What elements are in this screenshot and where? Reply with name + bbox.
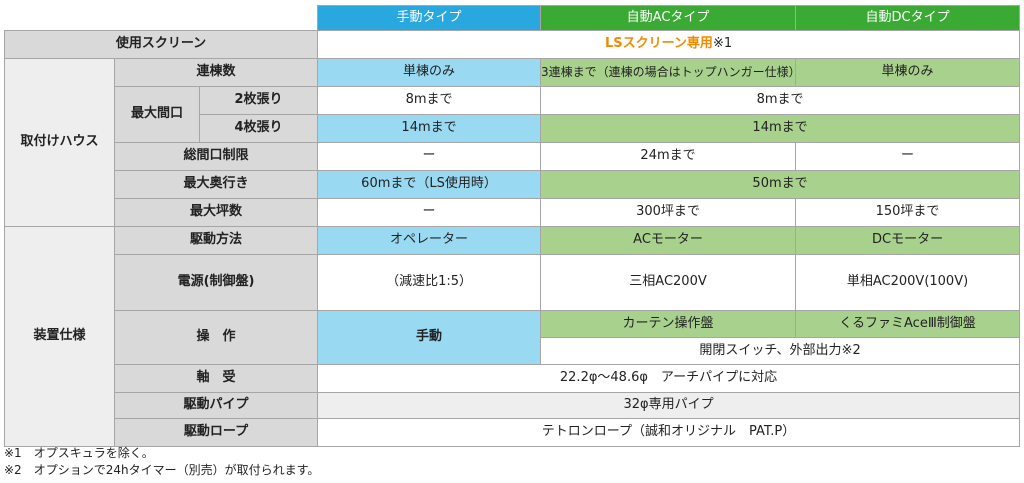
max-depth-label: 最大奥行き <box>113 170 319 199</box>
power-row: 電源(制御盤) （減速比1:5） 三相AC200V 単相AC200V(100V) <box>5 254 1021 311</box>
total-width-label: 総間口制限 <box>113 142 319 171</box>
max-area-manual: ー <box>317 198 542 227</box>
screen-value: LSスクリーン専用※1 <box>317 30 1021 59</box>
screen-label: 使用スクリーン <box>3 30 319 59</box>
total-width-ac: 24mまで <box>540 142 797 171</box>
max-width-two-manual: 8mまで <box>317 86 542 115</box>
max-area-dc: 150坪まで <box>795 198 1021 227</box>
span-count-dc: 単棟のみ <box>795 58 1021 87</box>
footnotes: ※1 オプスキュラを除く。 ※2 オプションで24hタイマー（別売）が取付られま… <box>4 445 319 479</box>
total-width-dc: ー <box>795 142 1021 171</box>
max-width-four-auto: 14mまで <box>540 114 1021 143</box>
operation-label: 操 作 <box>113 310 319 365</box>
header-row: 手動タイプ 自動ACタイプ 自動DCタイプ <box>4 5 1021 31</box>
total-width-row: 総間口制限 ー 24mまで ー <box>5 142 1021 171</box>
max-width-four-label: 4枚張り <box>198 114 319 143</box>
drive-method-manual: オペレーター <box>317 226 542 255</box>
span-count-label: 連棟数 <box>113 58 319 87</box>
drive-method-dc: DCモーター <box>795 226 1021 255</box>
operation-common-row: 開閉スイッチ、外部出力※2 <box>5 337 1021 365</box>
screen-row: 使用スクリーン LSスクリーン専用※1 <box>3 30 1021 59</box>
house-group-label: 取付けハウス <box>4 58 115 227</box>
drive-rope-label: 駆動ロープ <box>113 418 319 447</box>
span-count-manual: 単棟のみ <box>317 58 542 87</box>
header-auto-ac-type: 自動ACタイプ <box>540 5 797 31</box>
screen-value-highlight: LSスクリーン専用 <box>604 36 713 52</box>
header-manual-type: 手動タイプ <box>317 5 542 31</box>
max-width-two-auto: 8mまで <box>540 86 1021 115</box>
drive-pipe-label: 駆動パイプ <box>113 392 319 419</box>
bearing-row: 軸 受 22.2φ～48.6φ アーチパイプに対応 <box>5 364 1021 393</box>
power-dc: 単相AC200V(100V) <box>795 254 1021 311</box>
bearing-label: 軸 受 <box>113 364 319 393</box>
power-ac: 三相AC200V <box>540 254 797 311</box>
operation-dc: くるファミAceⅢ制御盤 <box>795 310 1021 338</box>
bearing-value: 22.2φ～48.6φ アーチパイプに対応 <box>317 364 1021 393</box>
max-depth-manual: 60mまで（LS使用時） <box>317 170 542 199</box>
operation-auto-common: 開閉スイッチ、外部出力※2 <box>540 337 1021 365</box>
operation-manual: 手動 <box>317 310 542 365</box>
span-count-ac: 3連棟まで（連棟の場合はトップハンガー仕様） <box>540 58 797 87</box>
span-count-row: 取付けハウス 連棟数 単棟のみ 3連棟まで（連棟の場合はトップハンガー仕様） 単… <box>4 58 1021 227</box>
total-width-manual: ー <box>317 142 542 171</box>
power-label: 電源(制御盤) <box>113 254 319 311</box>
max-area-label: 最大坪数 <box>113 198 319 227</box>
drive-method-row: 装置仕様 駆動方法 オペレーター ACモーター DCモーター <box>4 226 1021 447</box>
max-width-four-manual: 14mまで <box>317 114 542 143</box>
screen-value-note: ※1 <box>712 36 733 52</box>
device-group-label: 装置仕様 <box>4 226 115 447</box>
drive-method-label: 駆動方法 <box>113 226 319 255</box>
drive-pipe-row: 駆動パイプ 32φ専用パイプ <box>5 392 1021 419</box>
footnote-2: ※2 オプションで24hタイマー（別売）が取付られます。 <box>4 463 320 477</box>
drive-method-ac: ACモーター <box>540 226 797 255</box>
max-width-two-label: 2枚張り <box>198 86 319 115</box>
operation-row: 操 作 手動 カーテン操作盤 くるファミAceⅢ制御盤 <box>5 310 1021 365</box>
max-area-row: 最大坪数 ー 300坪まで 150坪まで <box>5 198 1021 227</box>
header-blank <box>4 5 318 31</box>
drive-rope-value: テトロンロープ（誠和オリジナル PAT.P） <box>317 418 1021 447</box>
footnote-1: ※1 オプスキュラを除く。 <box>4 446 154 460</box>
drive-rope-row: 駆動ロープ テトロンロープ（誠和オリジナル PAT.P） <box>5 418 1021 447</box>
max-depth-row: 最大奥行き 60mまで（LS使用時） 50mまで <box>5 170 1021 199</box>
max-depth-auto: 50mまで <box>540 170 1021 199</box>
power-manual: （減速比1:5） <box>317 254 542 311</box>
max-width-four-row: 4枚張り 14mまで 14mまで <box>5 114 1021 143</box>
max-width-label: 最大間口 <box>114 86 200 143</box>
max-area-ac: 300坪まで <box>540 198 797 227</box>
max-width-two-row: 最大間口 2枚張り 8mまで 8mまで <box>5 86 1021 143</box>
drive-pipe-value: 32φ専用パイプ <box>317 392 1021 419</box>
header-auto-dc-type: 自動DCタイプ <box>795 5 1021 31</box>
operation-ac: カーテン操作盤 <box>540 310 797 338</box>
spec-table: 手動タイプ 自動ACタイプ 自動DCタイプ 使用スクリーン LSスクリーン専用※… <box>3 5 1021 447</box>
